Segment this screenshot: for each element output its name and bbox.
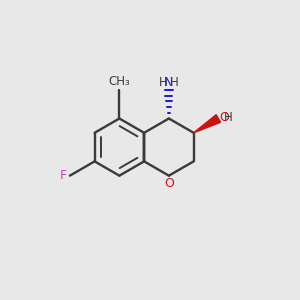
- Text: N: N: [164, 76, 174, 89]
- Polygon shape: [194, 115, 220, 133]
- Text: H: H: [170, 76, 178, 89]
- Text: F: F: [60, 169, 67, 182]
- Text: H: H: [159, 76, 168, 89]
- Text: O: O: [164, 177, 174, 190]
- Text: H: H: [224, 111, 232, 124]
- Text: CH₃: CH₃: [109, 76, 130, 88]
- Text: O: O: [220, 111, 230, 124]
